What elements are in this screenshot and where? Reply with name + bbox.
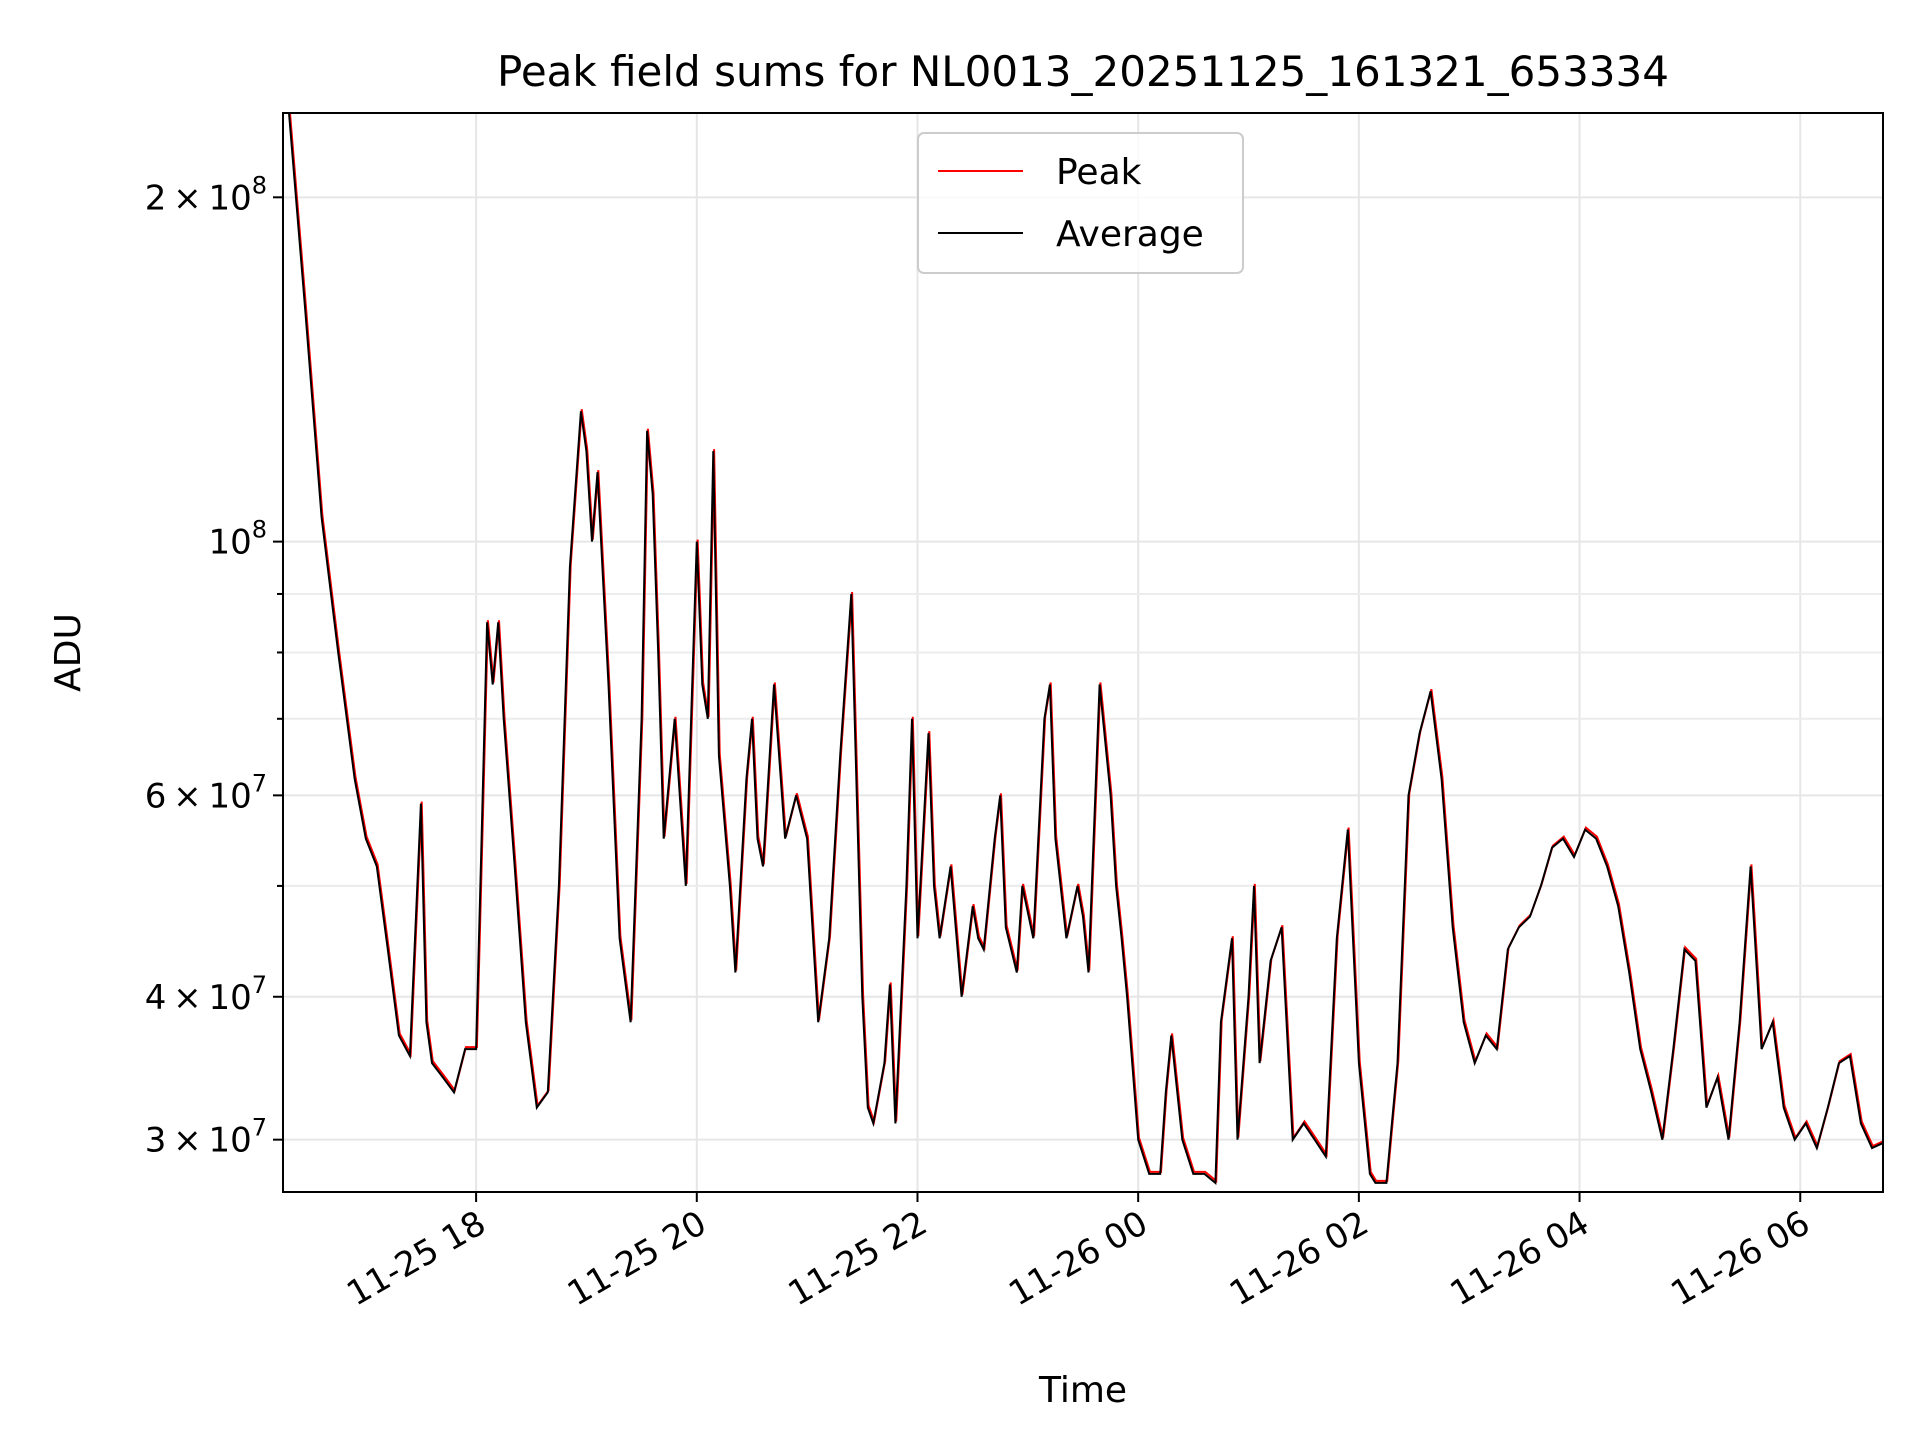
y-tick-label: 108 — [208, 516, 267, 563]
legend-label-peak: Peak — [1056, 152, 1142, 193]
series-layer — [288, 113, 1883, 1185]
legend-label-average: Average — [1056, 214, 1204, 255]
y-tick-label: 6 × 107 — [145, 769, 267, 816]
legend: Peak Average — [917, 132, 1244, 274]
y-tick-label: 3 × 107 — [145, 1114, 267, 1161]
y-tick-label: 2 × 108 — [145, 171, 267, 218]
x-axis-label: Time — [1038, 1370, 1127, 1411]
legend-box — [917, 132, 1244, 274]
series-line-average — [288, 113, 1883, 1185]
y-axis-label: ADU — [48, 613, 89, 692]
y-tick-label: 4 × 107 — [145, 971, 267, 1018]
chart-title: Peak field sums for NL0013_20251125_1613… — [497, 47, 1669, 96]
grid — [283, 113, 1883, 1192]
